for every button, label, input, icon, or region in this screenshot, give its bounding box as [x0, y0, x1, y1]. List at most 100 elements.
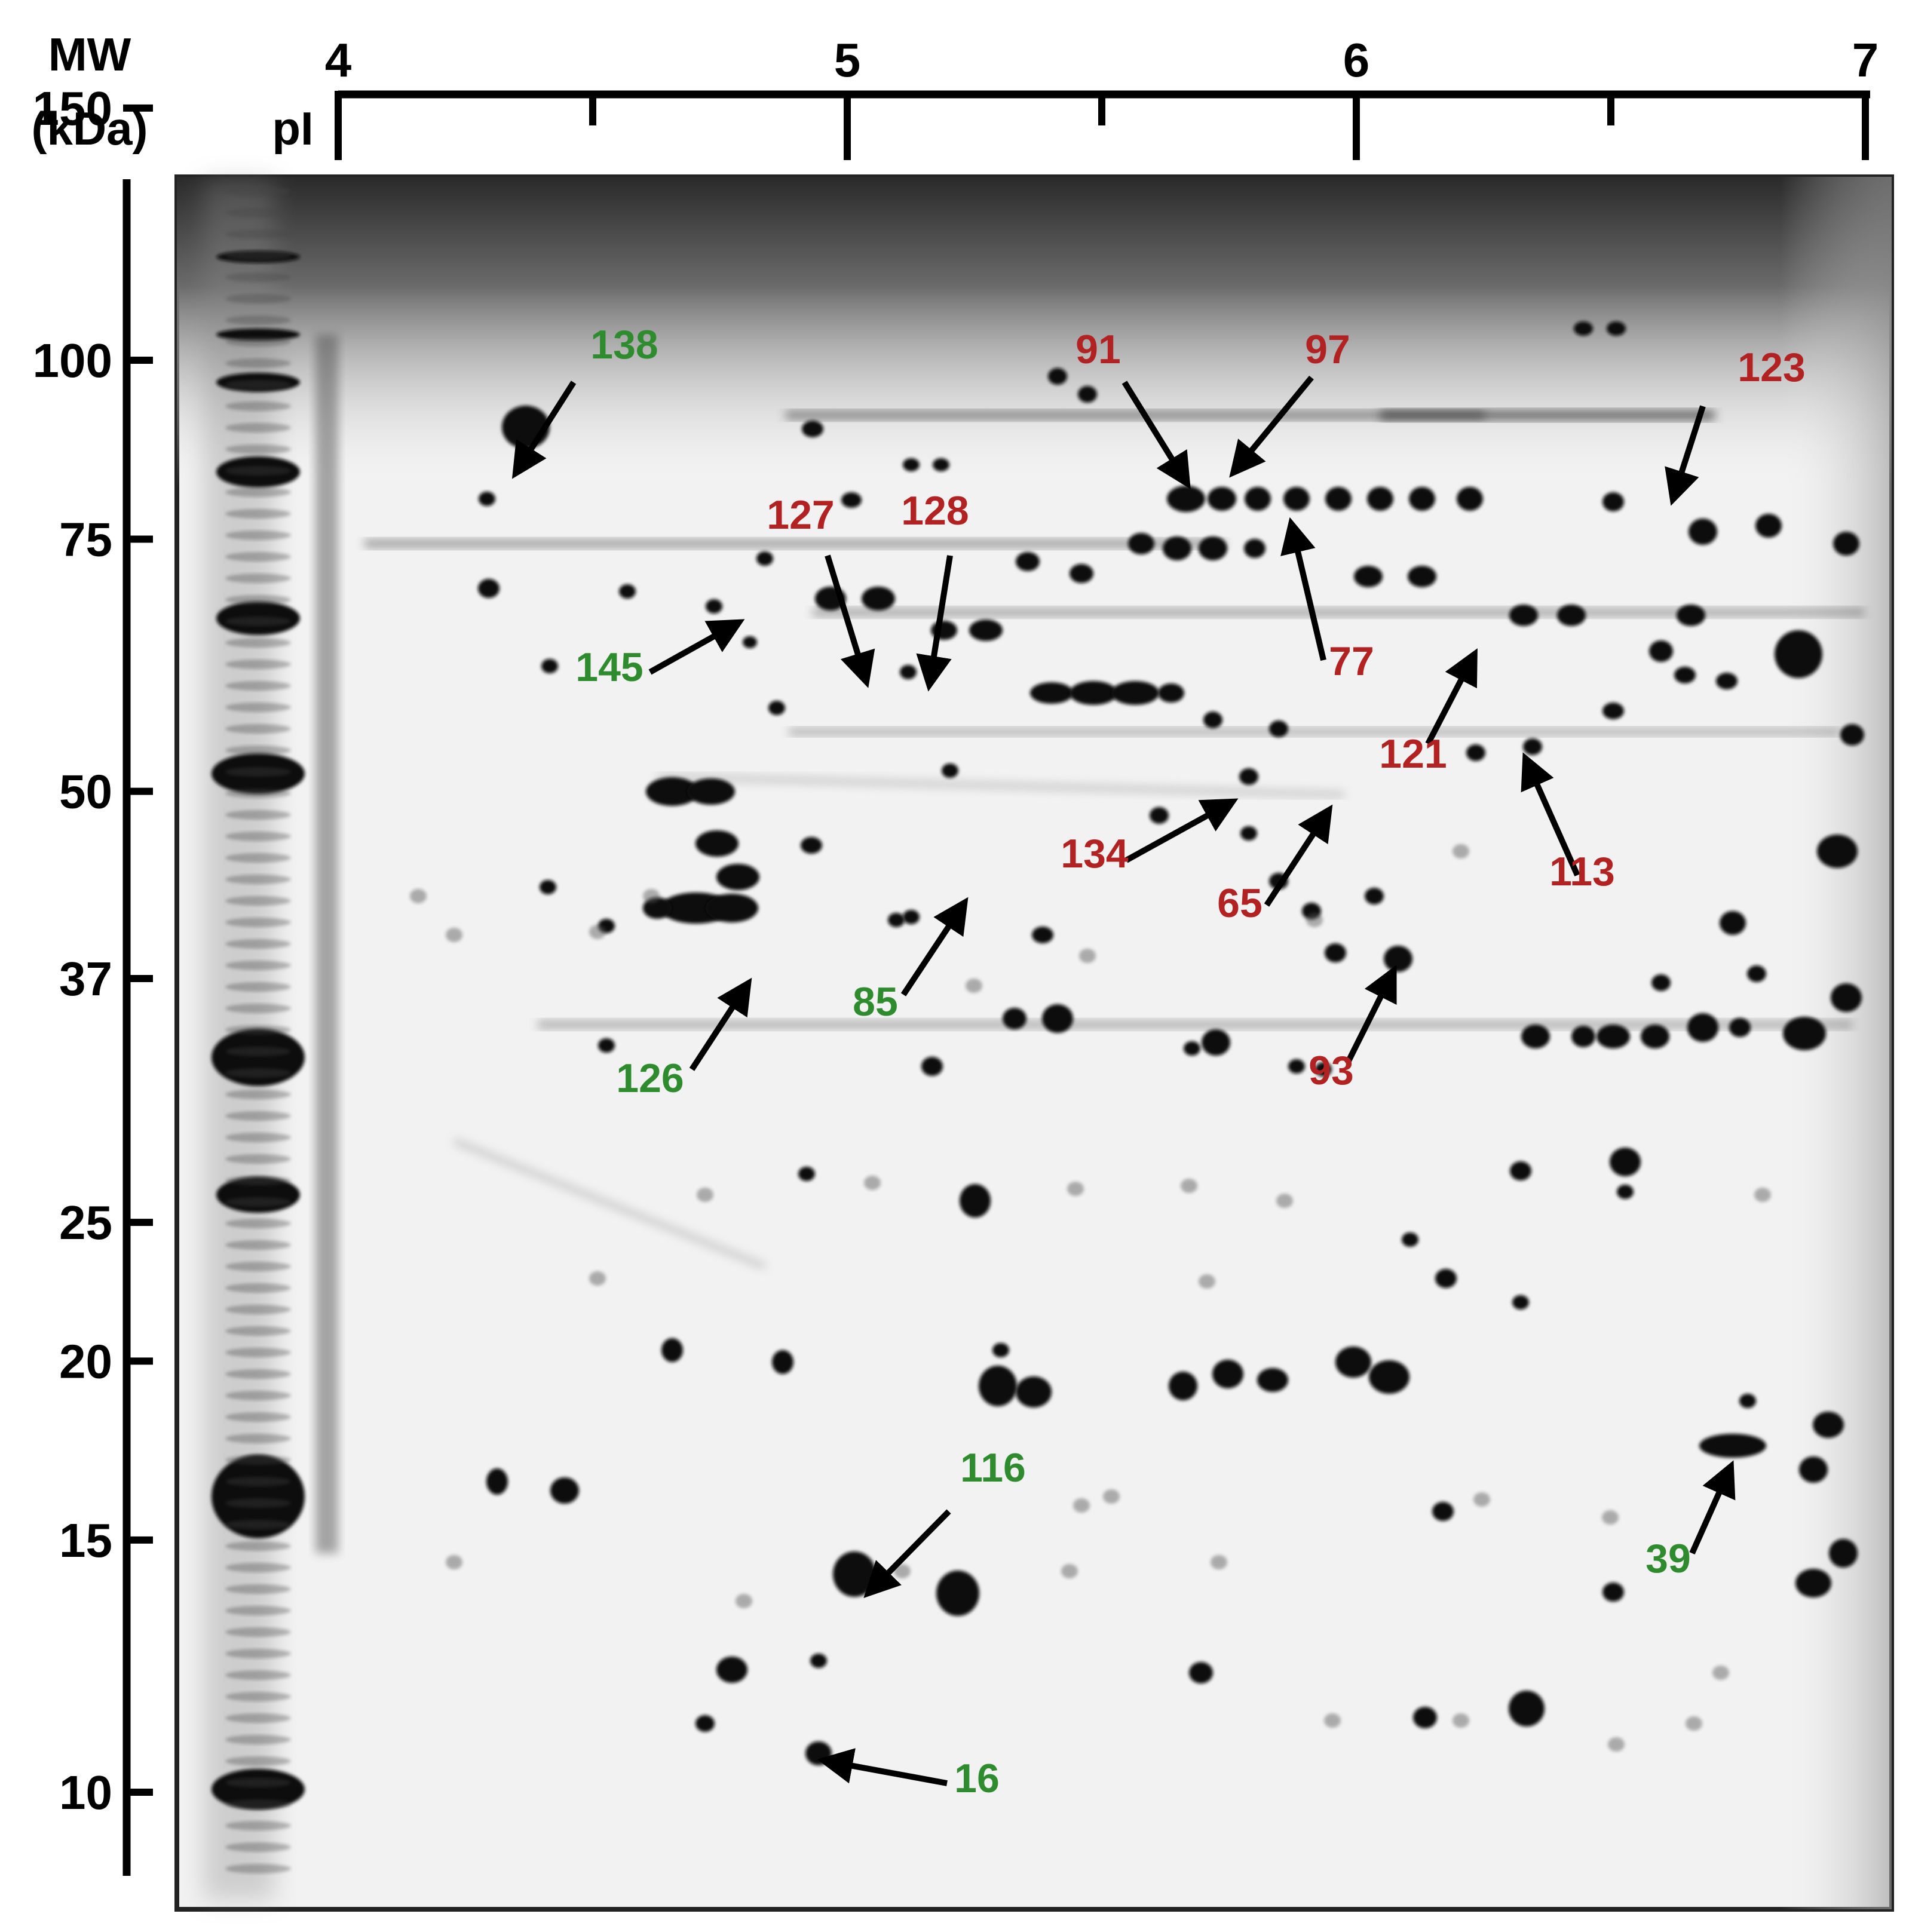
- faint-spot: [410, 889, 427, 903]
- ladder-faint-band: [225, 1090, 291, 1099]
- ladder-faint-band: [225, 272, 291, 282]
- protein-spot: [1384, 946, 1412, 972]
- protein-spot: [903, 910, 920, 924]
- ladder-faint-band: [225, 1369, 291, 1379]
- pi-tick-label: 4: [325, 33, 352, 87]
- protein-spot: [1689, 519, 1717, 545]
- faint-spot: [1103, 1489, 1120, 1504]
- ladder-faint-band: [225, 1821, 291, 1830]
- protein-spot: [833, 1551, 876, 1597]
- protein-spot: [1202, 1029, 1230, 1056]
- ladder-faint-band: [225, 466, 291, 476]
- ladder-faint-band: [225, 423, 291, 433]
- gel-image: [177, 177, 1892, 1909]
- mw-tick-label: 37: [59, 952, 112, 1005]
- protein-spot: [1674, 667, 1696, 683]
- protein-spot: [1716, 673, 1738, 689]
- ladder-faint-band: [225, 337, 291, 346]
- protein-spot: [706, 599, 722, 614]
- protein-spot: [716, 864, 759, 890]
- protein-spot: [1240, 826, 1257, 841]
- protein-spot: [1078, 386, 1097, 403]
- protein-spot: [1245, 487, 1271, 511]
- protein-spot: [1840, 724, 1864, 746]
- ladder-faint-band: [225, 1584, 291, 1594]
- protein-spot: [1739, 1394, 1756, 1408]
- faint-spot: [864, 1176, 881, 1190]
- ladder-faint-band: [225, 1864, 291, 1873]
- protein-spot: [1833, 532, 1859, 556]
- protein-spot: [1369, 1360, 1409, 1394]
- faint-spot: [1608, 1737, 1625, 1752]
- protein-spot: [1288, 1059, 1305, 1074]
- protein-spot: [1510, 1161, 1531, 1180]
- protein-spot: [1432, 1502, 1454, 1521]
- ladder-faint-band: [225, 746, 291, 755]
- protein-spot: [1720, 911, 1746, 935]
- pi-title: pI: [272, 102, 313, 155]
- protein-spot: [1409, 487, 1435, 511]
- protein-spot: [1283, 487, 1310, 511]
- ladder-faint-band: [225, 1649, 291, 1658]
- faint-spot: [1453, 1713, 1469, 1728]
- protein-spot: [942, 763, 958, 778]
- faint-spot: [1181, 1179, 1197, 1193]
- spot-label-145: 145: [575, 645, 643, 690]
- protein-spot: [695, 1715, 715, 1732]
- mw-tick-label: 75: [59, 513, 112, 566]
- protein-spot: [1775, 630, 1822, 678]
- ladder-faint-band: [225, 1670, 291, 1680]
- faint-spot: [643, 889, 660, 903]
- faint-spot: [1073, 1498, 1090, 1513]
- protein-spot: [1617, 1185, 1634, 1199]
- protein-spot: [1042, 1004, 1073, 1033]
- protein-spot: [888, 913, 905, 927]
- pi-tick-label: 5: [834, 33, 861, 87]
- ladder-faint-band: [225, 294, 291, 303]
- protein-spot: [1325, 943, 1346, 962]
- protein-spot: [921, 1057, 943, 1076]
- ladder-faint-band: [225, 1799, 291, 1809]
- protein-spot: [992, 1343, 1009, 1357]
- protein-spot: [598, 1038, 615, 1053]
- ladder-faint-band: [225, 380, 291, 390]
- protein-spot: [1571, 1026, 1595, 1047]
- protein-spot: [1111, 681, 1159, 705]
- protein-spot: [1325, 487, 1352, 511]
- protein-spot: [1596, 1025, 1630, 1048]
- protein-spot: [1607, 321, 1626, 336]
- ladder-faint-band: [225, 982, 291, 992]
- protein-spot: [1184, 1041, 1200, 1056]
- protein-spot: [1699, 1434, 1766, 1458]
- protein-spot: [756, 551, 773, 566]
- ladder-faint-band: [225, 703, 291, 712]
- protein-spot: [1150, 807, 1169, 824]
- faint-spot: [1079, 949, 1096, 963]
- spot-label-93: 93: [1309, 1048, 1354, 1093]
- ladder-faint-band: [225, 401, 291, 411]
- ladder-faint-band: [225, 724, 291, 734]
- ladder-faint-band: [225, 552, 291, 562]
- protein-spot: [1030, 682, 1073, 704]
- mw-axis: 25015010075503725201510: [33, 0, 153, 1876]
- ladder-faint-band: [225, 767, 291, 777]
- ladder-faint-band: [225, 251, 291, 260]
- ladder-faint-band: [225, 1025, 291, 1035]
- ladder-faint-band: [225, 1455, 291, 1465]
- protein-spot: [661, 1338, 683, 1362]
- ladder-faint-band: [225, 1563, 291, 1572]
- faint-spot: [1276, 1194, 1293, 1208]
- ladder-faint-band: [225, 1283, 291, 1293]
- protein-spot: [1367, 487, 1393, 511]
- ladder-faint-band: [225, 789, 291, 798]
- ladder-faint-band: [225, 1004, 291, 1013]
- faint-spot: [1324, 1713, 1341, 1728]
- protein-spot: [1408, 566, 1436, 587]
- faint-spot: [1602, 1510, 1619, 1525]
- ladder-faint-band: [225, 574, 291, 583]
- faint-spot: [446, 928, 462, 942]
- spot-label-121: 121: [1379, 731, 1447, 777]
- protein-spot: [1070, 564, 1093, 583]
- protein-spot: [801, 837, 822, 854]
